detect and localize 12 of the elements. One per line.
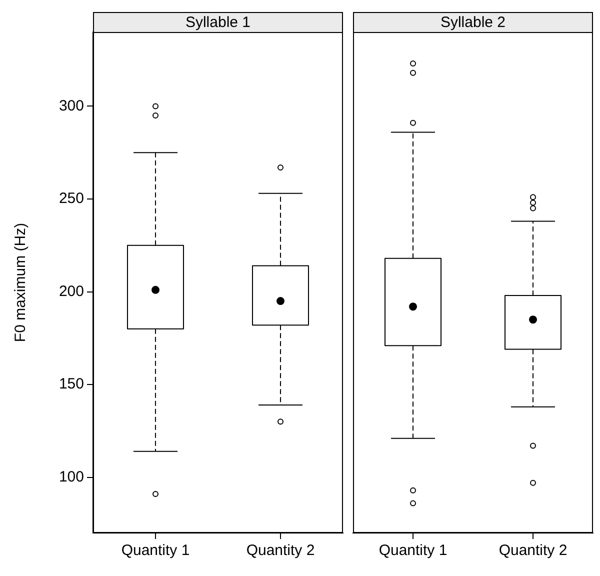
- x-tick-label: Quantity 2: [498, 542, 568, 560]
- y-axis-title: F0 maximum (Hz): [12, 222, 30, 342]
- chart-title: Syllable 1: [93, 12, 343, 33]
- y-tick-label: 200: [58, 282, 84, 300]
- x-tick-label: Quantity 2: [246, 542, 315, 560]
- x-tick-label: Quantity 1: [378, 542, 448, 560]
- y-tick-label: 300: [58, 97, 84, 114]
- chart-title: Syllable 2: [353, 12, 593, 33]
- y-tick-label: 250: [58, 190, 84, 208]
- x-tick-label: Quantity 1: [121, 542, 190, 560]
- y-tick-label: 100: [58, 468, 84, 486]
- y-tick-label: 150: [58, 376, 84, 393]
